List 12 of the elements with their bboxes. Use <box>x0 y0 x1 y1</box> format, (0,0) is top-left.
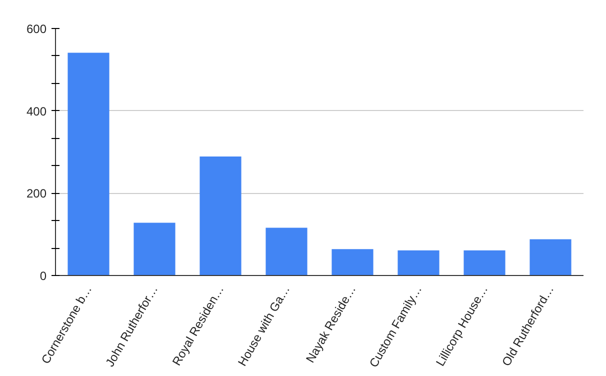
bar <box>68 52 110 276</box>
bar <box>398 250 440 276</box>
y-tick-label: 600 <box>26 22 47 36</box>
y-tick-label: 400 <box>26 104 47 118</box>
y-tick-label: 200 <box>26 186 47 201</box>
bar <box>134 222 176 276</box>
bar <box>464 250 506 276</box>
bar <box>332 249 374 276</box>
bar <box>530 239 572 276</box>
bar <box>266 228 308 276</box>
y-tick-label: 0 <box>40 269 47 283</box>
bar <box>200 156 242 276</box>
